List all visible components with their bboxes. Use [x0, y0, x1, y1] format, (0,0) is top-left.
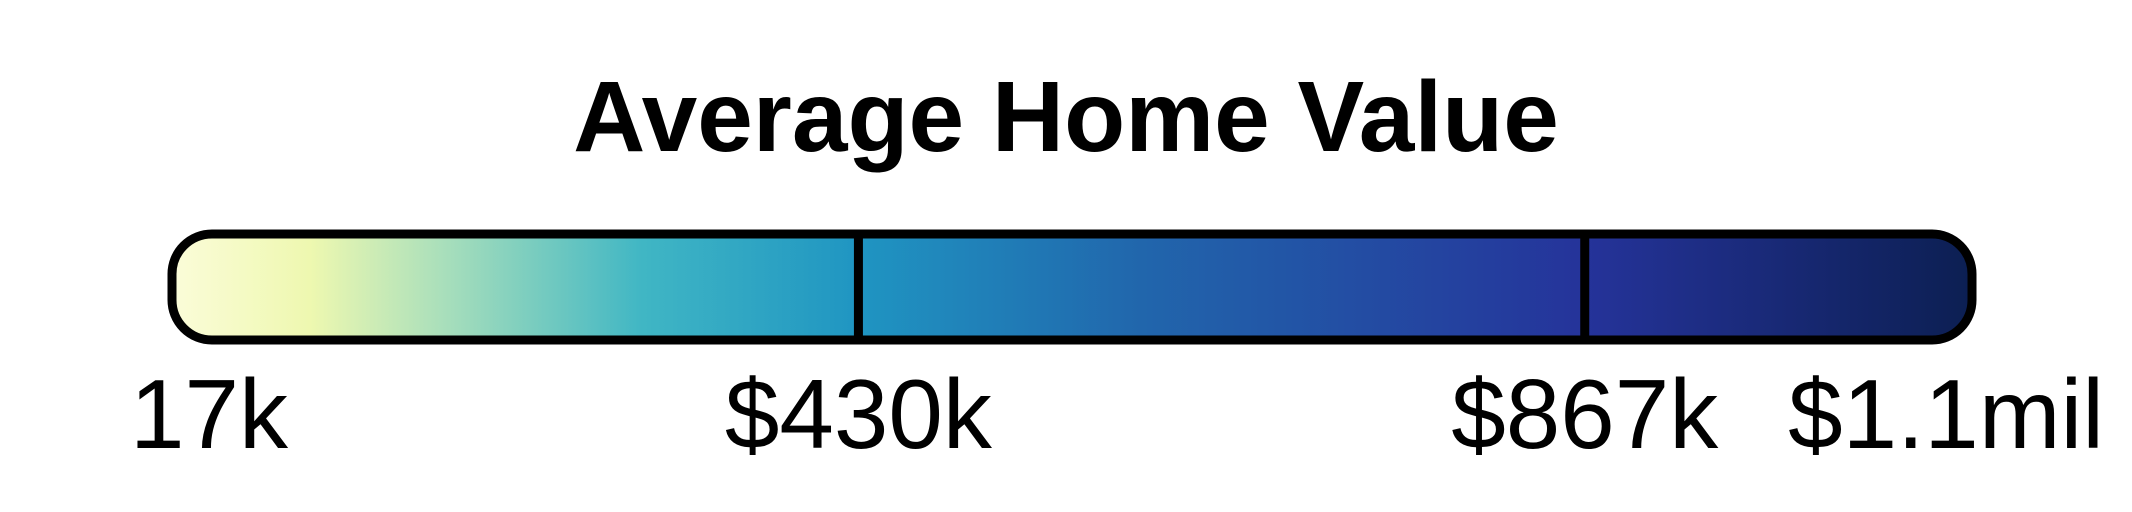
tick-label: 17k: [130, 359, 289, 469]
colorbar-outline: [167, 229, 1977, 345]
colorbar-dividers: [853, 234, 1590, 340]
tick-labels: 17k $430k $867k $1.1mil: [130, 359, 2104, 469]
tick-label: $867k: [1451, 359, 1719, 469]
colorbar-fill: [172, 234, 1972, 340]
legend-title: Average Home Value: [573, 61, 1559, 173]
tick-label: $430k: [725, 359, 993, 469]
tick-label: $1.1mil: [1788, 359, 2104, 469]
